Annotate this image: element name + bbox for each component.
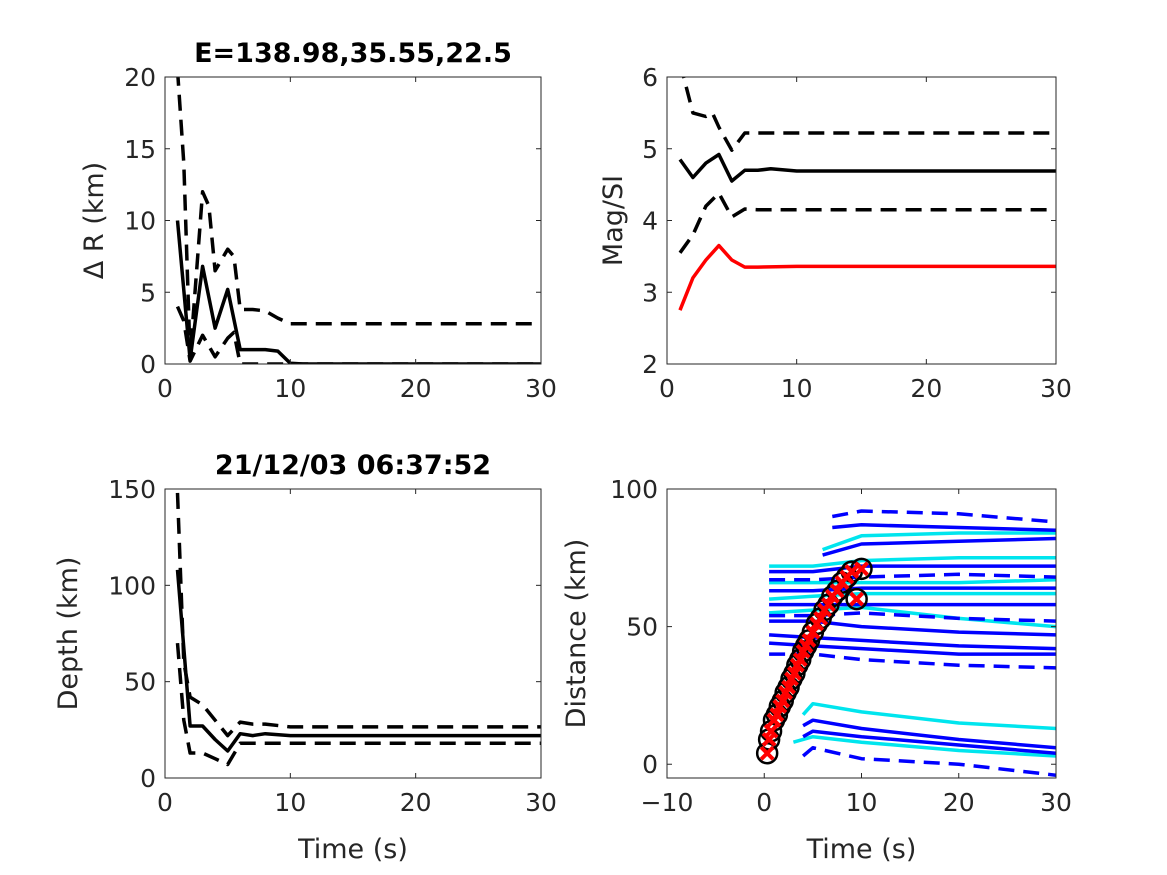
y-axis-label: Mag/SI — [598, 175, 629, 266]
y-tick-label: 150 — [108, 475, 156, 504]
x-tick-label: 10 — [846, 788, 878, 817]
series-line-3 — [678, 243, 1056, 311]
y-tick-label: 50 — [626, 613, 658, 642]
x-tick-label: 0 — [157, 788, 173, 817]
series-line-6 — [792, 734, 1056, 758]
pick-cross-marker — [813, 610, 829, 626]
series-line-15 — [802, 718, 1056, 750]
pick-cross-marker — [854, 561, 869, 577]
pick-cross-marker — [821, 597, 836, 613]
series-line-19 — [769, 611, 1056, 623]
series-line-16 — [802, 729, 1056, 755]
y-axis-label: Distance (km) — [561, 539, 592, 729]
series-group — [175, 77, 541, 364]
distance-plot: −10 0 10 20 30 0 50 100 Time (s) Distance (km) — [561, 475, 1072, 865]
series-group — [755, 509, 1056, 777]
depth-plot: 0 10 20 30 0 50 100 150 21/12/03 06:37:52 Time (s… — [53, 450, 557, 865]
x-tick-label: 30 — [525, 374, 557, 403]
pick-cross-marker — [844, 564, 860, 579]
y-tick-label: 6 — [642, 63, 658, 92]
y-tick-label: 0 — [642, 750, 658, 779]
delta-r-plot: 0 10 20 30 0 5 10 15 20 E=138.98,35.55,22.5 Δ R (k… — [79, 38, 557, 403]
y-tick-label: 100 — [610, 475, 658, 504]
x-tick-label: 20 — [400, 374, 432, 403]
pick-cross-marker — [801, 632, 817, 648]
series-line-1 — [681, 77, 1056, 152]
x-tick-label: 0 — [659, 374, 675, 403]
y-tick-label: 15 — [124, 135, 156, 164]
x-tick-label: 0 — [756, 788, 772, 817]
series-line-2 — [175, 642, 541, 767]
x-tick-label: 30 — [1040, 374, 1072, 403]
y-tick-label: 3 — [642, 278, 658, 307]
plot-area — [164, 76, 542, 365]
plot-title: 21/12/03 06:37:52 — [215, 450, 491, 481]
pick-cross-marker — [849, 591, 865, 607]
series-line-11 — [768, 633, 1056, 651]
series-line-18 — [769, 572, 1056, 582]
series-line-0 — [678, 152, 1056, 183]
pick-cross-marker — [763, 723, 779, 739]
series-line-0 — [769, 556, 1056, 568]
x-tick-label: 30 — [525, 788, 557, 817]
series-line-0 — [175, 569, 541, 753]
x-tick-label: 20 — [910, 374, 942, 403]
x-tick-label: 0 — [157, 374, 173, 403]
y-tick-label: 0 — [140, 350, 156, 379]
y-axis-label: Depth (km) — [53, 557, 84, 711]
series-line-14 — [832, 523, 1056, 533]
series-group — [175, 492, 541, 767]
series-line-1 — [769, 578, 1056, 585]
pick-cross-marker — [759, 745, 775, 761]
series-line-10 — [769, 619, 1056, 637]
y-tick-label: 4 — [642, 207, 658, 236]
y-tick-label: 0 — [140, 764, 156, 793]
y-tick-label: 5 — [140, 278, 156, 307]
y-tick-label: 50 — [124, 668, 156, 697]
y-tick-label: 10 — [124, 207, 156, 236]
x-axis-label: Time (s) — [806, 834, 917, 865]
x-tick-label: 20 — [400, 788, 432, 817]
pick-cross-marker — [829, 583, 845, 599]
x-tick-label: −10 — [641, 788, 694, 817]
y-tick-label: 5 — [642, 135, 658, 164]
y-tick-label: 2 — [642, 350, 658, 379]
series-line-5 — [801, 701, 1056, 731]
trigger-circle-marker — [845, 587, 868, 611]
series-line-4 — [822, 531, 1056, 552]
x-axis-label: Time (s) — [297, 834, 408, 865]
series-line-8 — [769, 586, 1056, 593]
axes-box — [164, 488, 542, 779]
pick-cross-marker — [805, 624, 821, 640]
x-tick-label: 20 — [943, 788, 975, 817]
x-tick-label: 10 — [781, 374, 813, 403]
series-line-17 — [831, 509, 1056, 524]
series-line-13 — [822, 536, 1056, 557]
y-axis-label: Δ R (km) — [79, 162, 110, 279]
series-line-2 — [678, 191, 1056, 254]
plot-title: E=138.98,35.55,22.5 — [194, 38, 512, 69]
series-line-21 — [801, 745, 1056, 777]
x-tick-label: 30 — [1040, 788, 1072, 817]
plot-area — [164, 488, 542, 779]
series-line-1 — [175, 492, 541, 738]
y-tick-label: 100 — [108, 571, 156, 600]
series-group — [678, 77, 1056, 311]
magnitude-plot: 0 10 20 30 2 3 4 5 6 Mag/SI — [598, 63, 1072, 403]
x-tick-label: 10 — [274, 374, 306, 403]
y-tick-label: 20 — [124, 63, 156, 92]
series-line-2 — [175, 305, 541, 364]
plot-area — [666, 76, 1057, 365]
x-tick-label: 10 — [274, 788, 306, 817]
